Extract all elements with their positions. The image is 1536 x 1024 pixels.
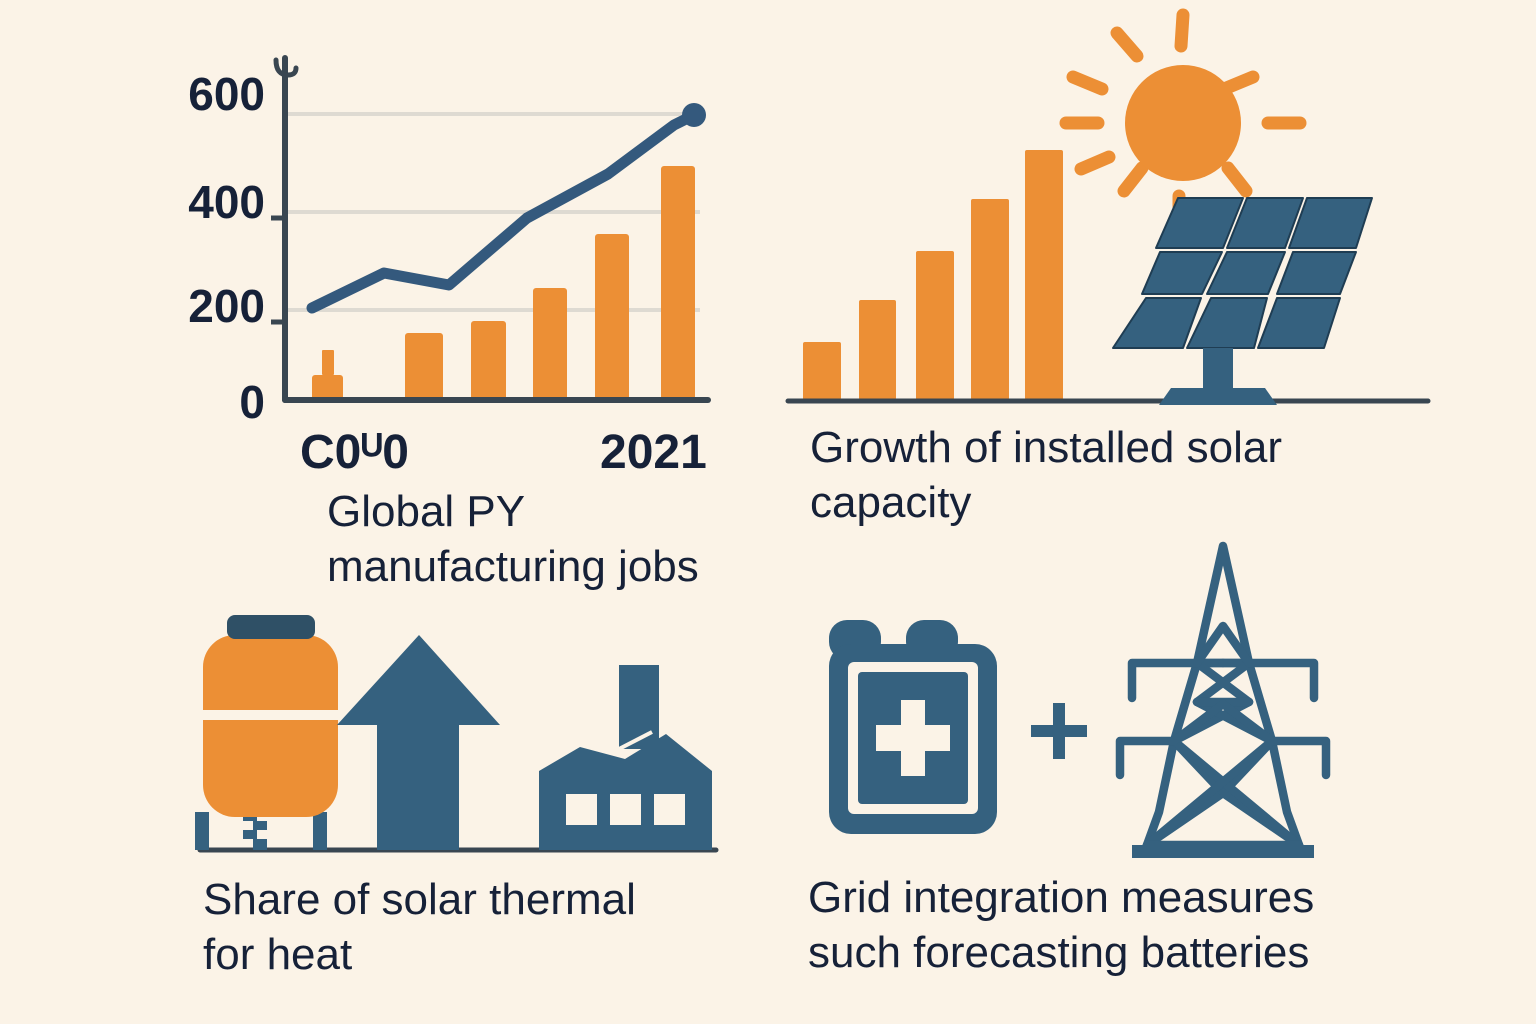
svg-text:C0ᵁ0: C0ᵁ0 bbox=[300, 426, 409, 479]
svg-text:2021: 2021 bbox=[600, 426, 707, 479]
svg-text:200: 200 bbox=[188, 280, 265, 332]
svg-text:400: 400 bbox=[188, 176, 265, 228]
svg-text:0: 0 bbox=[239, 376, 265, 428]
svg-text:600: 600 bbox=[188, 68, 265, 120]
